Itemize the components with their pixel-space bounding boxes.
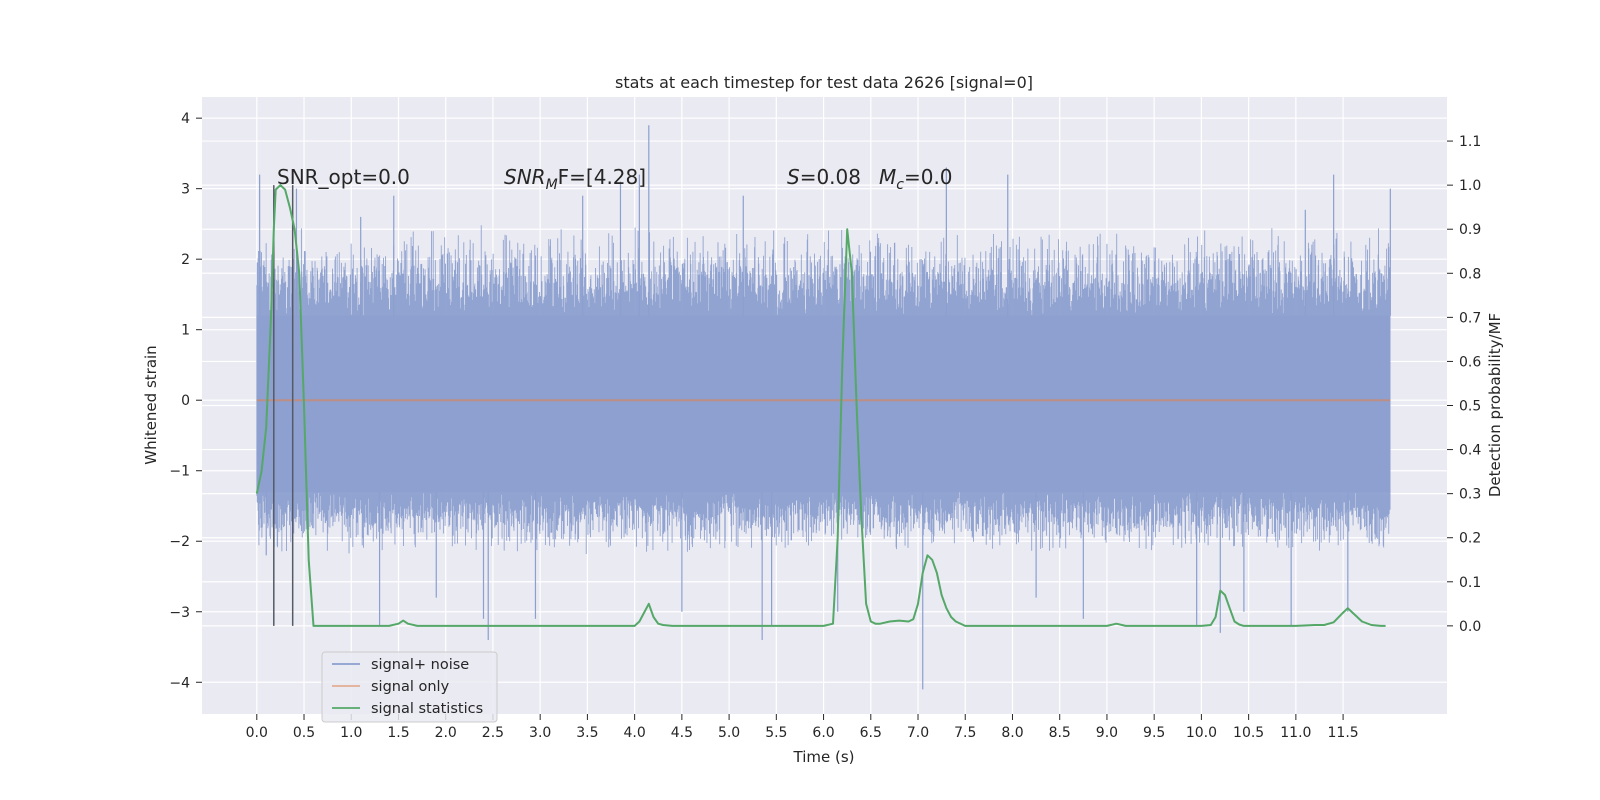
- x-tick-label: 10.0: [1186, 725, 1217, 741]
- noise-trace: [256, 225, 1391, 554]
- x-tick-label: 1.5: [387, 725, 409, 741]
- x-tick-label: 2.0: [435, 725, 457, 741]
- y-right-tick-label: 0.6: [1459, 354, 1481, 370]
- x-tick-label: 3.5: [576, 725, 598, 741]
- legend-label-signal-only: signal only: [371, 679, 450, 695]
- x-tick-label: 7.0: [907, 725, 929, 741]
- x-tick-label: 5.5: [765, 725, 787, 741]
- series-signal-plus-noise: [256, 125, 1391, 690]
- legend: signal+ noise signal only signal statist…: [321, 651, 498, 723]
- x-tick-label: 7.5: [954, 725, 976, 741]
- x-tick-label: 10.5: [1233, 725, 1264, 741]
- legend-box: [321, 651, 498, 723]
- x-tick-label: 1.0: [340, 725, 362, 741]
- y-axis-left-label: Whitened strain: [142, 345, 160, 464]
- x-tick-label: 8.5: [1049, 725, 1071, 741]
- y-left-tick-label: −2: [169, 534, 190, 550]
- x-tick-label: 6.5: [860, 725, 882, 741]
- x-tick-label: 4.5: [671, 725, 693, 741]
- y-left-tick-label: 4: [181, 111, 190, 127]
- y-left-tick-label: −3: [169, 605, 190, 621]
- series-signal-statistics: [255, 184, 1386, 627]
- annotation-s-mc: S=0.08 Mc=0.0: [787, 165, 953, 193]
- annotation-snr-opt: SNR_opt=0.0: [277, 165, 410, 189]
- y-right-tick-label: 0.9: [1459, 222, 1481, 238]
- y-right-tick-label: 0.3: [1459, 487, 1481, 503]
- y-left-tick-label: 1: [181, 323, 190, 339]
- x-tick-label: 8.0: [1001, 725, 1023, 741]
- y-right-tick-label: 0.2: [1459, 531, 1481, 547]
- annotation-snr-mf: SNRMF=[4.28]: [504, 165, 646, 193]
- legend-label-signal-statistics: signal statistics: [371, 701, 483, 717]
- x-tick-label: 9.5: [1143, 725, 1165, 741]
- y-axis-right-ticks: 1.1 1.0 0.9 0.8 0.7 0.6 0.5 0.4 0.3 0.2 0.1 0.0: [1447, 134, 1481, 635]
- y-left-tick-label: −1: [169, 464, 190, 480]
- y-right-tick-label: 0.7: [1459, 310, 1481, 326]
- y-left-tick-label: 3: [181, 182, 190, 198]
- y-right-tick-label: 0.1: [1459, 575, 1481, 591]
- y-right-tick-label: 0.0: [1459, 619, 1481, 635]
- x-tick-label: 5.0: [718, 725, 740, 741]
- x-tick-label: 6.0: [812, 725, 834, 741]
- y-right-tick-label: 0.4: [1459, 443, 1481, 459]
- x-tick-label: 3.0: [529, 725, 551, 741]
- y-axis-left-ticks: 4 3 2 1 0 −1 −2 −3 −4: [169, 111, 202, 691]
- x-tick-label: 0.5: [293, 725, 315, 741]
- x-tick-label: 9.0: [1096, 725, 1118, 741]
- y-right-tick-label: 1.1: [1459, 134, 1481, 150]
- y-right-tick-label: 0.5: [1459, 399, 1481, 415]
- x-tick-label: 2.5: [482, 725, 504, 741]
- y-axis-right-label: Detection probability/MF: [1486, 313, 1504, 497]
- x-tick-label: 11.5: [1328, 725, 1359, 741]
- y-right-tick-label: 0.8: [1459, 266, 1481, 282]
- x-axis-ticks: 0.0 0.5 1.0 1.5 2.0 2.5 3.0 3.5 4.0 4.5 5.0 5.5 6.0 6…: [246, 714, 1359, 741]
- legend-label-signal-plus-noise: signal+ noise: [371, 657, 469, 673]
- chart-title: stats at each timestep for test data 262…: [615, 73, 1033, 92]
- x-tick-label: 11.0: [1280, 725, 1311, 741]
- y-left-tick-label: 2: [181, 252, 190, 268]
- y-left-tick-label: −4: [169, 675, 190, 691]
- signal-statistics-line: [255, 184, 1386, 627]
- y-right-tick-label: 1.0: [1459, 178, 1481, 194]
- x-tick-label: 4.0: [623, 725, 645, 741]
- y-left-tick-label: 0: [181, 393, 190, 409]
- x-tick-label: 0.0: [246, 725, 268, 741]
- x-axis-label: Time (s): [793, 748, 855, 766]
